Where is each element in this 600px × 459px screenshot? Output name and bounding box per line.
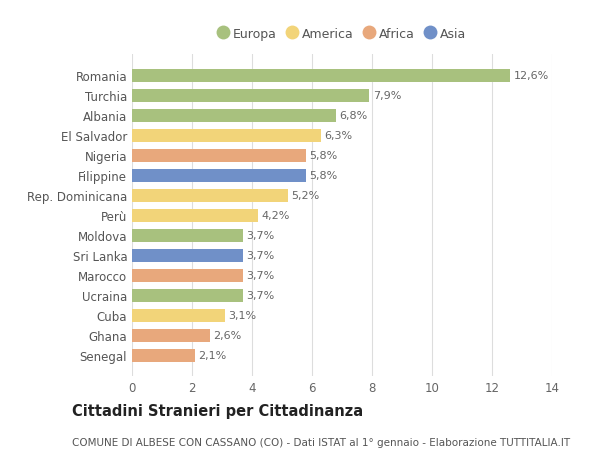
Bar <box>132 329 210 342</box>
Text: 6,8%: 6,8% <box>340 111 368 121</box>
Text: 3,7%: 3,7% <box>247 231 275 241</box>
Bar <box>132 249 243 262</box>
Text: 2,1%: 2,1% <box>199 350 227 360</box>
Text: 6,3%: 6,3% <box>325 131 353 141</box>
Text: 4,2%: 4,2% <box>262 211 290 221</box>
Text: 3,1%: 3,1% <box>229 310 257 320</box>
Bar <box>132 209 258 222</box>
Bar <box>132 269 243 282</box>
Bar <box>132 289 243 302</box>
Text: 5,8%: 5,8% <box>310 151 338 161</box>
Text: 7,9%: 7,9% <box>373 91 401 101</box>
Text: 5,8%: 5,8% <box>310 171 338 181</box>
Bar <box>132 150 306 162</box>
Text: 3,7%: 3,7% <box>247 251 275 261</box>
Bar <box>132 349 195 362</box>
Bar <box>132 90 369 102</box>
Text: Cittadini Stranieri per Cittadinanza: Cittadini Stranieri per Cittadinanza <box>72 403 363 419</box>
Bar <box>132 309 225 322</box>
Bar <box>132 129 321 142</box>
Bar <box>132 110 336 123</box>
Text: 2,6%: 2,6% <box>214 330 242 340</box>
Bar <box>132 189 288 202</box>
Bar <box>132 169 306 182</box>
Legend: Europa, America, Africa, Asia: Europa, America, Africa, Asia <box>213 23 471 46</box>
Bar <box>132 229 243 242</box>
Text: 12,6%: 12,6% <box>514 71 549 81</box>
Bar <box>132 70 510 83</box>
Text: 3,7%: 3,7% <box>247 291 275 301</box>
Text: 5,2%: 5,2% <box>292 191 320 201</box>
Text: COMUNE DI ALBESE CON CASSANO (CO) - Dati ISTAT al 1° gennaio - Elaborazione TUTT: COMUNE DI ALBESE CON CASSANO (CO) - Dati… <box>72 437 570 447</box>
Text: 3,7%: 3,7% <box>247 270 275 280</box>
